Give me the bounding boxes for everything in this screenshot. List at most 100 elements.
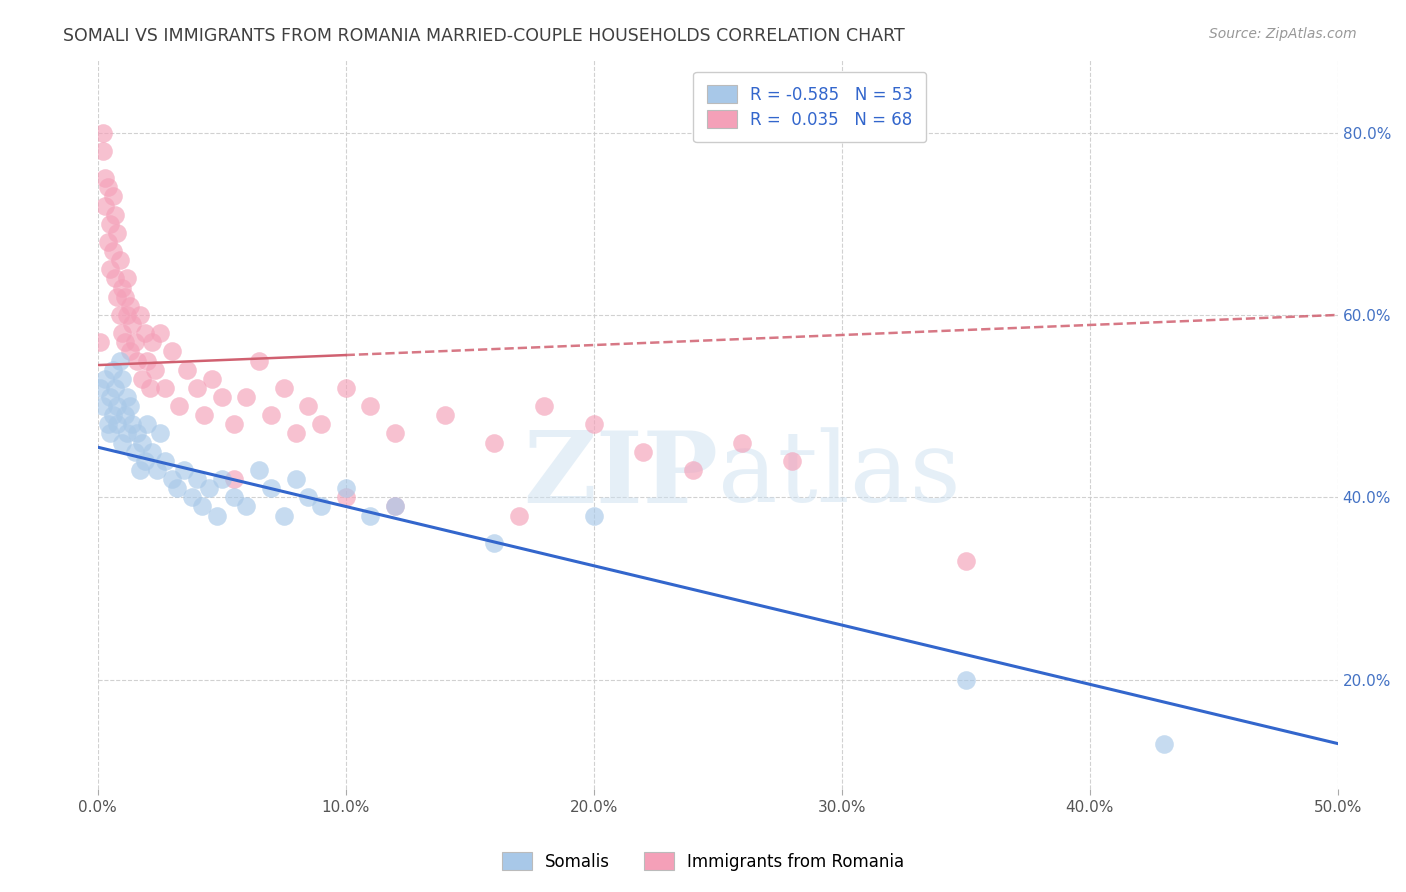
- Point: [193, 409, 215, 423]
- Point: [128, 308, 150, 322]
- Point: [273, 508, 295, 523]
- Text: Source: ZipAtlas.com: Source: ZipAtlas.com: [1209, 27, 1357, 41]
- Point: [128, 463, 150, 477]
- Point: [107, 290, 129, 304]
- Point: [222, 472, 245, 486]
- Point: [682, 463, 704, 477]
- Point: [631, 444, 654, 458]
- Point: [191, 500, 214, 514]
- Point: [94, 171, 117, 186]
- Point: [89, 335, 111, 350]
- Point: [127, 426, 149, 441]
- Point: [160, 344, 183, 359]
- Point: [89, 381, 111, 395]
- Point: [117, 271, 139, 285]
- Point: [484, 435, 506, 450]
- Point: [335, 481, 357, 495]
- Point: [114, 409, 136, 423]
- Point: [94, 198, 117, 212]
- Point: [309, 500, 332, 514]
- Point: [166, 481, 188, 495]
- Point: [297, 399, 319, 413]
- Point: [94, 372, 117, 386]
- Point: [138, 381, 160, 395]
- Point: [176, 362, 198, 376]
- Point: [384, 500, 406, 514]
- Point: [91, 126, 114, 140]
- Point: [309, 417, 332, 432]
- Point: [107, 226, 129, 240]
- Point: [384, 426, 406, 441]
- Point: [118, 299, 141, 313]
- Point: [107, 417, 129, 432]
- Point: [124, 335, 146, 350]
- Legend: Somalis, Immigrants from Romania: Somalis, Immigrants from Romania: [494, 844, 912, 880]
- Point: [149, 326, 172, 341]
- Point: [98, 217, 121, 231]
- Point: [108, 308, 131, 322]
- Point: [582, 417, 605, 432]
- Point: [780, 454, 803, 468]
- Point: [107, 399, 129, 413]
- Point: [141, 444, 163, 458]
- Point: [235, 390, 257, 404]
- Point: [111, 435, 134, 450]
- Point: [169, 399, 191, 413]
- Point: [127, 353, 149, 368]
- Point: [173, 463, 195, 477]
- Point: [101, 409, 124, 423]
- Point: [131, 435, 153, 450]
- Point: [955, 673, 977, 687]
- Text: atlas: atlas: [717, 427, 960, 524]
- Point: [134, 326, 156, 341]
- Point: [111, 280, 134, 294]
- Point: [101, 244, 124, 259]
- Point: [104, 381, 127, 395]
- Point: [297, 491, 319, 505]
- Point: [121, 417, 143, 432]
- Point: [211, 390, 233, 404]
- Point: [124, 444, 146, 458]
- Point: [201, 372, 224, 386]
- Point: [136, 353, 159, 368]
- Point: [101, 362, 124, 376]
- Point: [260, 481, 283, 495]
- Point: [359, 508, 381, 523]
- Point: [98, 426, 121, 441]
- Point: [247, 353, 270, 368]
- Point: [134, 454, 156, 468]
- Point: [104, 271, 127, 285]
- Point: [153, 454, 176, 468]
- Point: [118, 399, 141, 413]
- Point: [180, 491, 202, 505]
- Point: [198, 481, 221, 495]
- Point: [335, 491, 357, 505]
- Point: [955, 554, 977, 568]
- Point: [222, 491, 245, 505]
- Point: [111, 372, 134, 386]
- Point: [101, 189, 124, 203]
- Point: [186, 472, 208, 486]
- Point: [114, 290, 136, 304]
- Point: [136, 417, 159, 432]
- Point: [131, 372, 153, 386]
- Point: [384, 500, 406, 514]
- Point: [149, 426, 172, 441]
- Point: [247, 463, 270, 477]
- Point: [104, 208, 127, 222]
- Point: [731, 435, 754, 450]
- Point: [273, 381, 295, 395]
- Point: [146, 463, 169, 477]
- Point: [114, 335, 136, 350]
- Point: [91, 399, 114, 413]
- Point: [143, 362, 166, 376]
- Point: [141, 335, 163, 350]
- Point: [508, 508, 530, 523]
- Point: [108, 253, 131, 268]
- Point: [211, 472, 233, 486]
- Point: [98, 262, 121, 277]
- Point: [160, 472, 183, 486]
- Point: [533, 399, 555, 413]
- Point: [186, 381, 208, 395]
- Point: [235, 500, 257, 514]
